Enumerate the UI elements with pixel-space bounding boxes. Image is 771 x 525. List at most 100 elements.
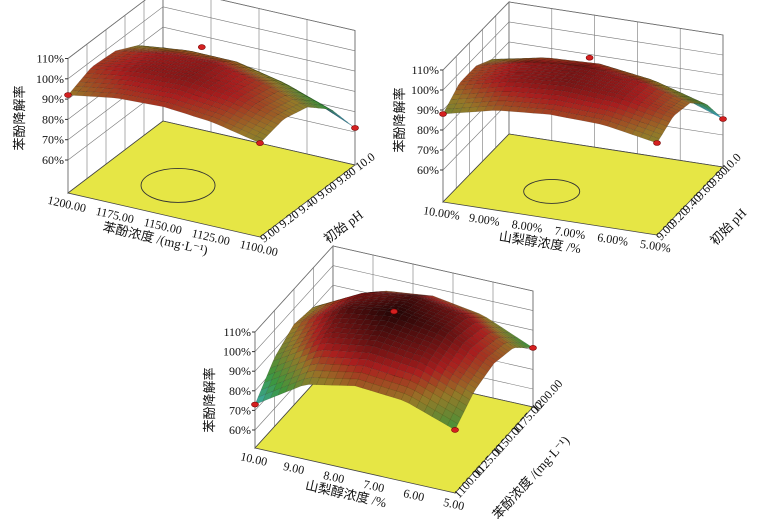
surface-cell <box>248 97 261 104</box>
surface-cell <box>473 343 485 352</box>
surface-cell <box>423 365 435 377</box>
surface-cell <box>391 291 403 293</box>
surface-cell <box>486 60 497 62</box>
surface-cell <box>673 96 685 100</box>
surface-plot-2: 60% 70% 80% 90% 100% 110% 苯酚降解率 10.00% 9.00% 8.00… <box>392 1 749 256</box>
surface-cell <box>266 95 279 102</box>
surface-cell <box>362 381 374 391</box>
surface-cell <box>373 292 385 296</box>
surface-cell <box>266 80 278 85</box>
surface-cell <box>417 377 429 390</box>
surface-cell <box>145 83 157 90</box>
surface-cell <box>130 91 143 98</box>
surface-cell <box>493 338 505 347</box>
surface-cell <box>681 99 693 104</box>
surface-cell <box>211 60 223 63</box>
surface-cell <box>498 346 510 354</box>
x-tick-label: 5.00 <box>442 495 466 513</box>
surface-cell <box>439 374 451 387</box>
surface-cell <box>308 377 320 385</box>
surface-cell <box>404 295 416 298</box>
surface-cell <box>664 85 675 91</box>
surface-cell <box>321 104 334 111</box>
surface-cell <box>111 50 124 54</box>
surface-cell <box>230 126 242 134</box>
surface-cell <box>518 75 530 80</box>
surface-cell <box>606 91 618 98</box>
surface-cell <box>475 353 487 363</box>
x-tick-label: 7.00 <box>362 477 386 495</box>
surface-cell <box>156 101 168 108</box>
surface-cell <box>361 301 373 305</box>
surface-cell <box>354 293 367 298</box>
surface-cell <box>656 123 668 131</box>
surface-cell <box>651 85 663 90</box>
surface-cell <box>244 70 256 75</box>
surface-cell <box>382 297 394 301</box>
surface-cell <box>483 105 496 112</box>
surface-cell <box>119 67 131 72</box>
surface-cell <box>563 62 575 65</box>
surface-cell <box>686 96 698 101</box>
surface-cell <box>673 103 686 110</box>
design-point <box>198 44 206 50</box>
surface-cell <box>155 47 168 50</box>
surface-cell <box>323 342 335 351</box>
response-surface <box>254 290 534 431</box>
x-tick-label: 10.00 <box>239 449 268 469</box>
surface-cell <box>403 293 415 295</box>
surface-cell <box>607 121 619 130</box>
y-tick-label: 10.0 <box>352 150 377 174</box>
surface-cell <box>686 99 698 104</box>
surface-cell <box>259 91 272 98</box>
z-tick-label: 100% <box>223 345 251 359</box>
surface-cell <box>89 65 102 70</box>
z-axis-label: 苯酚降解率 <box>392 87 407 152</box>
surface-cell <box>112 93 124 99</box>
surface-cell <box>233 99 246 108</box>
floor-plane <box>67 120 356 238</box>
surface-cell <box>376 370 388 381</box>
surface-cell <box>495 73 508 77</box>
surface-cell <box>312 349 325 359</box>
design-point <box>529 345 537 351</box>
surface-cell <box>274 99 286 106</box>
surface-cell <box>406 346 418 354</box>
surface-cell <box>159 51 171 53</box>
surface-cell <box>355 306 367 310</box>
surface-cell <box>259 117 272 125</box>
surface-cell <box>537 74 549 78</box>
surface-cell <box>526 76 538 80</box>
surface-cell <box>370 294 382 298</box>
surface-cell <box>525 61 537 63</box>
surface-cell <box>414 294 426 296</box>
surface-cell <box>155 53 168 58</box>
surface-cell <box>373 377 385 387</box>
surface-cell <box>255 110 268 118</box>
surface-cell <box>306 316 318 325</box>
surface-cell <box>200 61 212 66</box>
surface-cell <box>141 98 154 105</box>
surface-cell <box>707 107 719 115</box>
surface-cell <box>511 101 523 108</box>
surface-cell <box>270 117 283 125</box>
surface-cell <box>385 295 397 299</box>
surface-cell <box>156 71 168 77</box>
surface-cell <box>248 106 261 115</box>
surface-cell <box>458 333 470 341</box>
surface-cell <box>677 92 689 97</box>
surface-cell <box>451 390 463 402</box>
surface-cell <box>329 109 341 117</box>
surface-cell <box>387 300 399 304</box>
design-point <box>451 427 459 433</box>
surface-cell <box>107 58 120 62</box>
x-tick-label: 8.00% <box>511 217 544 236</box>
surface-cell <box>406 293 418 295</box>
response-surface <box>442 57 724 144</box>
z-tick-label: 70% <box>417 143 439 157</box>
surface-cell <box>483 358 495 368</box>
surface-cell <box>93 78 106 84</box>
surface-cell <box>409 341 421 350</box>
surface-cell <box>270 101 283 108</box>
design-point <box>251 401 259 408</box>
